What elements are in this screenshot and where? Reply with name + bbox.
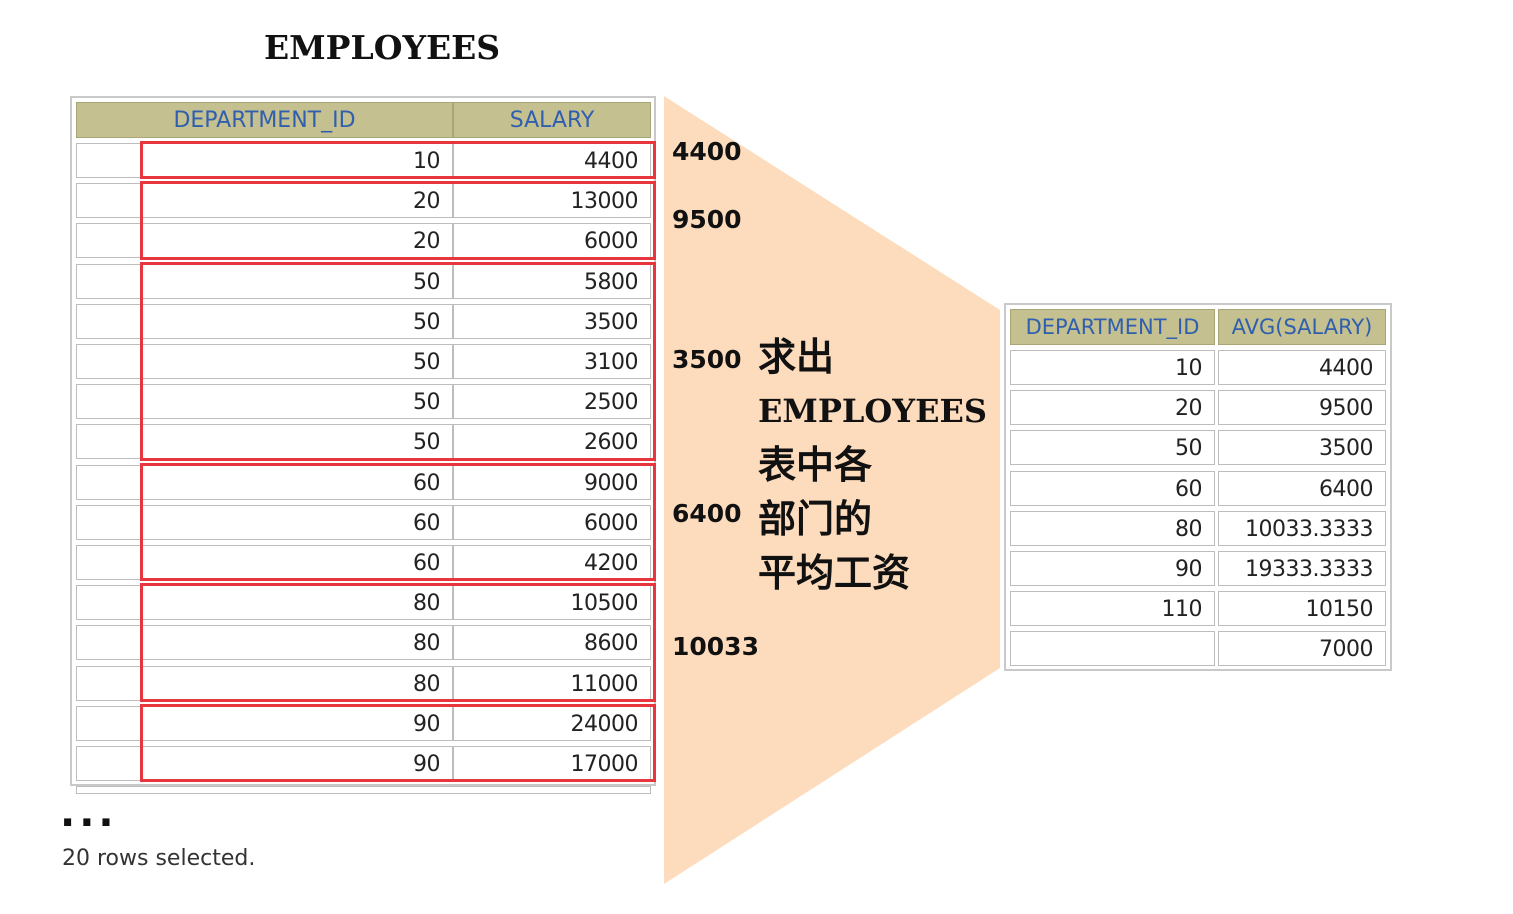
- description-text: 求出 EMPLOYEES 表中各 部门的 平均工资: [758, 330, 1003, 600]
- ellipsis: ...: [60, 790, 118, 836]
- column-header: DEPARTMENT_ID: [76, 102, 453, 138]
- group-avg-label: 4400: [672, 137, 742, 166]
- group-highlight-box: [140, 181, 656, 259]
- group-highlight-box: [140, 704, 656, 782]
- department-id-cell: 10: [1010, 350, 1215, 385]
- avg-salary-cell: 10150: [1218, 591, 1386, 626]
- avg-salary-cell: 9500: [1218, 390, 1386, 425]
- employees-title: EMPLOYEES: [264, 28, 500, 67]
- avg-salary-cell: 4400: [1218, 350, 1386, 385]
- group-highlight-box: [140, 141, 656, 179]
- avg-salary-cell: 10033.3333: [1218, 511, 1386, 546]
- department-id-cell: 90: [1010, 551, 1215, 586]
- department-id-cell: 50: [1010, 430, 1215, 465]
- avg-salary-cell: 6400: [1218, 471, 1386, 506]
- group-avg-label: 10033: [672, 632, 759, 661]
- department-id-cell: 60: [1010, 471, 1215, 506]
- description-line: 平均工资: [758, 546, 1003, 600]
- group-highlight-box: [140, 262, 656, 461]
- avg-salary-cell: 7000: [1218, 631, 1386, 666]
- column-header: AVG(SALARY): [1218, 309, 1386, 345]
- description-line: EMPLOYEES: [758, 384, 1003, 438]
- column-header: DEPARTMENT_ID: [1010, 309, 1215, 345]
- group-highlight-box: [140, 583, 656, 702]
- description-line: 求出: [758, 330, 1003, 384]
- avg-salary-cell: 19333.3333: [1218, 551, 1386, 586]
- group-avg-label: 6400: [672, 499, 742, 528]
- avg-salary-table: DEPARTMENT_ID AVG(SALARY) 10 4400 20 9500 50 35…: [1004, 303, 1392, 671]
- column-header: SALARY: [453, 102, 651, 138]
- avg-salary-cell: 3500: [1218, 430, 1386, 465]
- group-highlight-box: [140, 463, 656, 582]
- employees-table: DEPARTMENT_ID SALARY 10 4400 20 13000 20 6000 50…: [70, 96, 656, 786]
- rows-selected-text: 20 rows selected.: [62, 846, 255, 871]
- description-line: 表中各: [758, 438, 1003, 492]
- group-avg-label: 9500: [672, 205, 742, 234]
- group-avg-label: 3500: [672, 345, 742, 374]
- department-id-cell: 110: [1010, 591, 1215, 626]
- department-id-cell: [1010, 631, 1215, 666]
- department-id-cell: 80: [1010, 511, 1215, 546]
- table-row: [76, 786, 651, 794]
- department-id-cell: 20: [1010, 390, 1215, 425]
- description-line: 部门的: [758, 492, 1003, 546]
